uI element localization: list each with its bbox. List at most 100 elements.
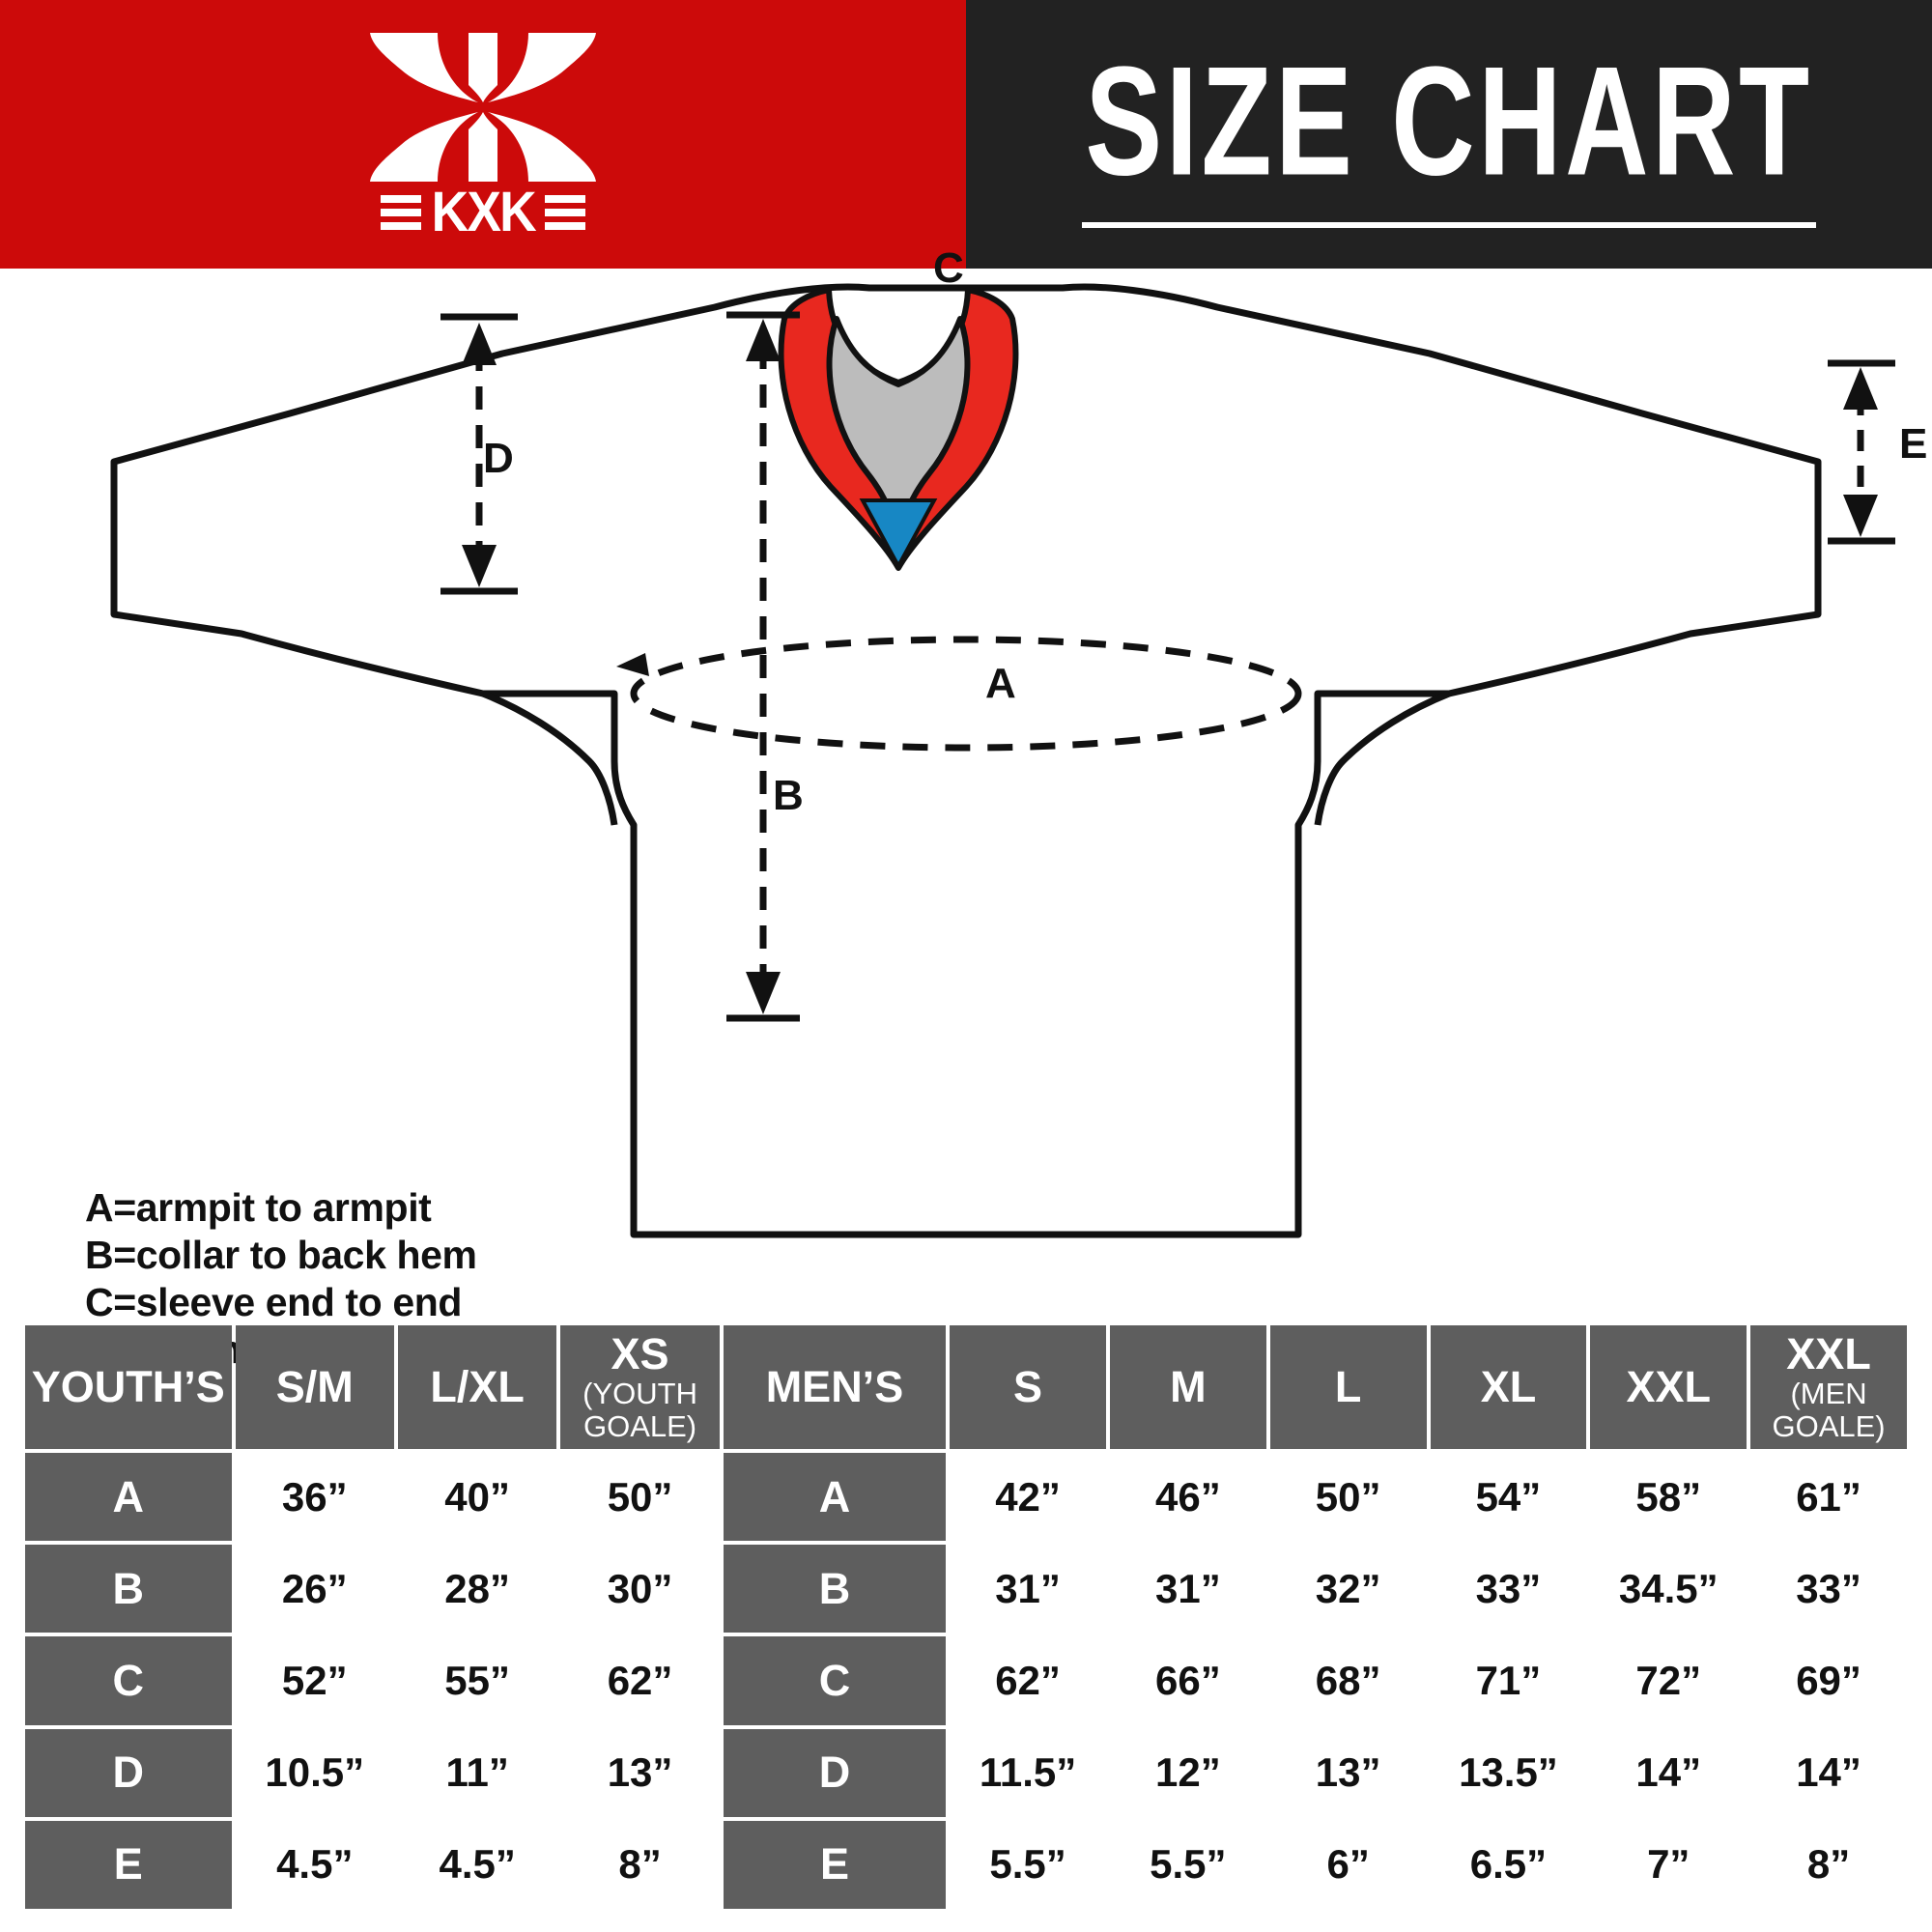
header-youth: YOUTH’S: [25, 1325, 232, 1449]
header-mens: MEN’S: [723, 1325, 947, 1449]
size-table-wrapper: YOUTH’S S/M L/XL XS (YOUTH GOALE) MEN’S …: [21, 1321, 1911, 1913]
cell-mens-d-m: 12”: [1109, 1728, 1266, 1817]
cell-mens-e-xl: 6.5”: [1430, 1820, 1587, 1909]
header-mens-xl: XL: [1430, 1325, 1587, 1449]
seam-left: [481, 690, 618, 826]
cell-youth-b-sm: 26”: [235, 1545, 394, 1634]
table-row: B 26” 28” 30” B 31” 31” 32” 33” 34.5” 33…: [25, 1545, 1907, 1634]
table-row: D 10.5” 11” 13” D 11.5” 12” 13” 13.5” 14…: [25, 1728, 1907, 1817]
header-mens-m: M: [1109, 1325, 1266, 1449]
dimension-label-e: E: [1899, 420, 1928, 468]
legend-line-c: C=sleeve end to end: [85, 1280, 463, 1324]
cell-youth-b-lxl: 28”: [397, 1545, 557, 1634]
jersey-outline: [110, 283, 1822, 1238]
header-mens-xl-main: XL: [1480, 1362, 1537, 1411]
row-label-mens-a: A: [723, 1453, 947, 1542]
header-youth-sm: S/M: [235, 1325, 394, 1449]
header-youth-xs-main: XS: [611, 1329, 669, 1378]
jersey-diagram: C D E A B A=armpit to armpit B=collar to…: [0, 247, 1932, 1419]
cell-mens-e-goalie: 8”: [1750, 1820, 1907, 1909]
cell-youth-c-sm: 52”: [235, 1636, 394, 1725]
collar: [778, 287, 1019, 571]
cell-youth-d-lxl: 11”: [397, 1728, 557, 1817]
table-row: C 52” 55” 62” C 62” 66” 68” 71” 72” 69”: [25, 1636, 1907, 1725]
header-youth-xs: XS (YOUTH GOALE): [560, 1325, 720, 1449]
header-mens-xxl-main: XXL: [1626, 1362, 1711, 1411]
cell-mens-c-s: 62”: [950, 1636, 1106, 1725]
cell-mens-a-xl: 54”: [1430, 1453, 1587, 1542]
header-mens-l: L: [1269, 1325, 1427, 1449]
header-mens-l-main: L: [1334, 1362, 1362, 1411]
table-header-row: YOUTH’S S/M L/XL XS (YOUTH GOALE) MEN’S …: [25, 1325, 1907, 1449]
cell-mens-e-xxl: 7”: [1590, 1820, 1747, 1909]
table-row: E 4.5” 4.5” 8” E 5.5” 5.5” 6” 6.5” 7” 8”: [25, 1820, 1907, 1909]
kxk-hourglass-logo-icon: [370, 32, 596, 182]
cell-mens-b-l: 32”: [1269, 1545, 1427, 1634]
cell-mens-d-s: 11.5”: [950, 1728, 1106, 1817]
size-table-body: A 36” 40” 50” A 42” 46” 50” 54” 58” 61” …: [25, 1453, 1907, 1909]
row-label-mens-c: C: [723, 1636, 947, 1725]
cell-youth-a-lxl: 40”: [397, 1453, 557, 1542]
header-mens-goalie: XXL (MEN GOALE): [1750, 1325, 1907, 1449]
cell-mens-c-goalie: 69”: [1750, 1636, 1907, 1725]
cell-mens-d-xxl: 14”: [1590, 1728, 1747, 1817]
cell-mens-d-goalie: 14”: [1750, 1728, 1907, 1817]
header-youth-sm-main: S/M: [275, 1362, 354, 1411]
cell-mens-c-m: 66”: [1109, 1636, 1266, 1725]
row-label-mens-d: D: [723, 1728, 947, 1817]
cell-mens-a-s: 42”: [950, 1453, 1106, 1542]
header-mens-s-main: S: [1013, 1362, 1043, 1411]
cell-youth-d-xs: 13”: [560, 1728, 720, 1817]
dimension-label-d: D: [483, 435, 514, 482]
cell-mens-c-xxl: 72”: [1590, 1636, 1747, 1725]
row-label-youth-a: A: [25, 1453, 232, 1542]
dimension-line-d: [440, 313, 518, 595]
table-row: A 36” 40” 50” A 42” 46” 50” 54” 58” 61”: [25, 1453, 1907, 1542]
dimension-line-b: [726, 311, 800, 1022]
cell-mens-e-m: 5.5”: [1109, 1820, 1266, 1909]
cell-youth-e-lxl: 4.5”: [397, 1820, 557, 1909]
dimension-ellipse-a: [616, 636, 1302, 752]
cell-mens-a-goalie: 61”: [1750, 1453, 1907, 1542]
header-youth-lxl: L/XL: [397, 1325, 557, 1449]
brand-panel: KXK: [0, 0, 966, 269]
cell-mens-e-s: 5.5”: [950, 1820, 1106, 1909]
jersey-illustration: [110, 283, 1895, 1238]
cell-mens-b-xxl: 34.5”: [1590, 1545, 1747, 1634]
cell-mens-e-l: 6”: [1269, 1820, 1427, 1909]
cell-mens-d-xl: 13.5”: [1430, 1728, 1587, 1817]
cell-youth-e-sm: 4.5”: [235, 1820, 394, 1909]
brand-wordmark-row: KXK: [362, 184, 604, 240]
row-label-mens-e: E: [723, 1820, 947, 1909]
size-table-head: YOUTH’S S/M L/XL XS (YOUTH GOALE) MEN’S …: [25, 1325, 1907, 1449]
cell-youth-c-lxl: 55”: [397, 1636, 557, 1725]
header-youth-lxl-main: L/XL: [430, 1362, 525, 1411]
cell-youth-e-xs: 8”: [560, 1820, 720, 1909]
row-label-youth-e: E: [25, 1820, 232, 1909]
cell-mens-d-l: 13”: [1269, 1728, 1427, 1817]
cell-youth-a-sm: 36”: [235, 1453, 394, 1542]
cell-mens-b-m: 31”: [1109, 1545, 1266, 1634]
title-underline: [1082, 218, 1816, 228]
header-mens-s: S: [950, 1325, 1106, 1449]
collar-inner: [826, 316, 971, 548]
cell-mens-a-xxl: 58”: [1590, 1453, 1747, 1542]
cell-youth-b-xs: 30”: [560, 1545, 720, 1634]
dimension-label-a: A: [985, 660, 1016, 707]
row-label-mens-b: B: [723, 1545, 947, 1634]
row-label-youth-c: C: [25, 1636, 232, 1725]
cell-mens-b-s: 31”: [950, 1545, 1106, 1634]
title-panel: SIZE CHART: [966, 0, 1932, 269]
cell-mens-a-m: 46”: [1109, 1453, 1266, 1542]
page-header: KXK SIZE CHART: [0, 0, 1932, 269]
collar-accent: [859, 498, 938, 571]
cell-youth-c-xs: 62”: [560, 1636, 720, 1725]
legend-line-b: B=collar to back hem: [85, 1233, 477, 1277]
header-mens-goalie-sub: (MEN GOALE): [1772, 1377, 1886, 1443]
dimension-label-c: C: [933, 244, 964, 292]
brand-logo: KXK: [357, 31, 609, 240]
cell-mens-b-xl: 33”: [1430, 1545, 1587, 1634]
logo-bars-left: [380, 194, 421, 230]
row-label-youth-d: D: [25, 1728, 232, 1817]
